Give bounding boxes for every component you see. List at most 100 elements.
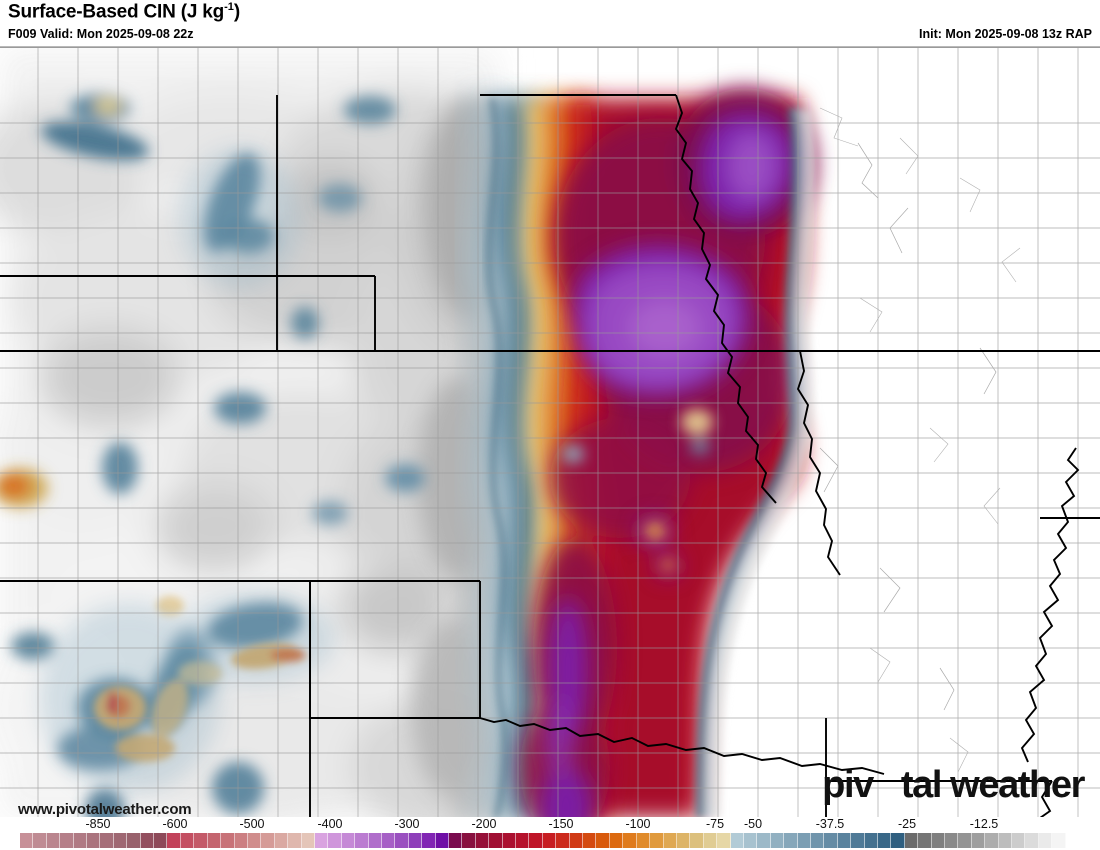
colorbar-swatch: [743, 833, 758, 848]
colorbar-swatch: [489, 833, 503, 848]
colorbar-swatch: [422, 833, 436, 848]
colorbar-swatch: [904, 833, 919, 848]
colorbar-swatch: [1038, 833, 1053, 848]
colorbar-swatch: [891, 833, 905, 848]
colorbar-swatch: [810, 833, 825, 848]
colorbar-swatch: [341, 833, 356, 848]
colorbar-swatch: [663, 833, 677, 848]
colorbar-swatch: [73, 833, 88, 848]
colorbar-tick-label: -600: [162, 817, 188, 831]
page-title-main: Surface-Based CIN (J kg: [8, 1, 225, 23]
colorbar-swatch: [33, 833, 47, 848]
colorbar-swatch: [569, 833, 584, 848]
colorbar-swatch: [583, 833, 597, 848]
colorbar-swatch: [221, 833, 235, 848]
colorbar-swatch: [381, 833, 396, 848]
colorbar-tick-label: -850: [85, 817, 111, 831]
colorbar-swatch: [274, 833, 289, 848]
colorbar-legend[interactable]: -850 -600 -500 -400 -300 -200 -150 -100 -75 -50 -3…: [0, 817, 1100, 850]
header-bar: Surface-Based CIN (J kg-1) F009 Valid: M…: [0, 0, 1100, 47]
colorbar-tick-label: -400: [317, 817, 343, 831]
colorbar-swatch: [46, 833, 61, 848]
colorbar-swatch: [985, 833, 999, 848]
colorbar-swatch: [864, 833, 878, 848]
colorbar-swatch: [609, 833, 624, 848]
colorbar-swatch: [1025, 833, 1039, 848]
colorbar-tick-label: -50: [743, 817, 763, 831]
map-svg: [0, 48, 1100, 817]
colorbar-swatch: [1012, 833, 1026, 848]
colorbar-swatch: [449, 833, 463, 848]
header-divider: [0, 46, 1100, 47]
valid-time-label: F009 Valid: Mon 2025-09-08 22z: [8, 27, 194, 41]
colorbar-swatch: [140, 833, 155, 848]
colorbar-swatch: [998, 833, 1013, 848]
state-borders: [0, 94, 1100, 817]
colorbar-swatch: [837, 833, 852, 848]
colorbar-swatch: [918, 833, 932, 848]
colorbar-swatch: [395, 833, 409, 848]
colorbar-swatch: [328, 833, 342, 848]
colorbar-swatch: [596, 833, 610, 848]
purple-cores: [540, 113, 796, 817]
colorbar-swatch: [462, 833, 476, 848]
colorbar-swatch: [797, 833, 811, 848]
colorbar-swatch: [542, 833, 557, 848]
page-title: Surface-Based CIN (J kg-1): [8, 1, 240, 23]
colorbar-tick-labels: -850 -600 -500 -400 -300 -200 -150 -100 -75 -50 -3…: [0, 817, 1100, 833]
colorbar-swatch: [529, 833, 543, 848]
colorbar-swatch: [730, 833, 744, 848]
colorbar-tick-label: -300: [394, 817, 420, 831]
colorbar-tick-label: -75: [705, 817, 725, 831]
map-field-group: [0, 48, 1100, 817]
init-time-label: Init: Mon 2025-09-08 13z RAP: [919, 27, 1092, 41]
colorbar-swatch: [180, 833, 195, 848]
colorbar-swatch: [301, 833, 315, 848]
colorbar-swatch: [87, 833, 101, 848]
colorbar-swatch: [1052, 833, 1066, 848]
colorbar-swatch: [368, 833, 382, 848]
colorbar-swatch: [931, 833, 946, 848]
colorbar-swatch: [408, 833, 423, 848]
colorbar-swatch: [234, 833, 248, 848]
colorbar-swatch: [770, 833, 785, 848]
colorbar-tick-label: -37.5: [815, 817, 845, 831]
county-borders: [0, 48, 1100, 817]
colorbar-swatch: [261, 833, 275, 848]
inner-warm-blobs: [562, 409, 713, 571]
colorbar-swatch: [167, 833, 181, 848]
colorbar-swatch: [851, 833, 865, 848]
colorbar-swatch: [314, 833, 329, 848]
colorbar-tick-label: -12.5: [969, 817, 999, 831]
colorbar-swatch: [690, 833, 704, 848]
colorbar-tick-label: -100: [625, 817, 651, 831]
page-title-close: ): [233, 1, 241, 23]
county-borders-east: [819, 107, 1021, 773]
map-canvas[interactable]: www.pivotalweather.com piv: [0, 47, 1100, 817]
eastern-rind: [695, 107, 816, 817]
western-rind: [486, 97, 508, 817]
colorbar-tick-label: -500: [239, 817, 265, 831]
colorbar-swatch: [194, 833, 208, 848]
colorbar-swatch: [502, 833, 517, 848]
colorbar-swatch: [113, 833, 128, 848]
colorbar-tick-label: -25: [897, 817, 917, 831]
colorbar-swatch: [824, 833, 838, 848]
colorbar-swatch: [717, 833, 731, 848]
colorbar-swatch: [676, 833, 691, 848]
colorbar-swatch: [60, 833, 74, 848]
colorbar-tick-label: -150: [548, 817, 574, 831]
colorbar-swatch: [971, 833, 986, 848]
colorbar-tick-label: -200: [471, 817, 497, 831]
colorbar-swatch: [247, 833, 262, 848]
colorbar-swatch: [20, 833, 34, 848]
colorbar-swatch: [127, 833, 141, 848]
colorbar-swatch: [784, 833, 798, 848]
colorbar-swatches[interactable]: [20, 833, 1080, 848]
colorbar-swatch: [878, 833, 892, 848]
colorbar-swatch: [435, 833, 449, 848]
colorbar-swatch: [650, 833, 664, 848]
colorbar-swatch: [154, 833, 168, 848]
colorbar-swatch: [288, 833, 302, 848]
